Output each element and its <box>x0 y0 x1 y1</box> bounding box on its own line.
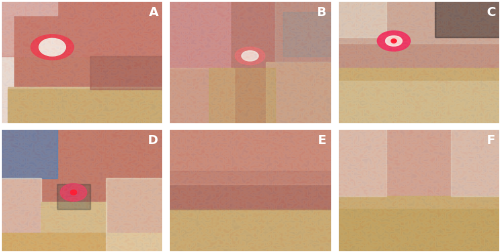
Bar <box>0 0 13 124</box>
Bar <box>282 12 332 56</box>
Bar <box>274 0 332 62</box>
Circle shape <box>70 190 76 195</box>
Bar <box>0 128 57 177</box>
Circle shape <box>392 39 396 43</box>
Bar <box>209 68 274 124</box>
Bar <box>336 0 500 43</box>
Bar <box>336 68 500 124</box>
Ellipse shape <box>39 39 66 56</box>
Bar <box>0 0 164 56</box>
Ellipse shape <box>60 184 86 201</box>
Ellipse shape <box>242 51 258 61</box>
Ellipse shape <box>386 36 402 46</box>
Bar <box>90 56 164 89</box>
Text: C: C <box>486 6 495 19</box>
Bar <box>336 196 500 252</box>
Ellipse shape <box>378 31 410 51</box>
Bar <box>266 62 332 124</box>
Bar <box>106 177 164 252</box>
Bar <box>8 89 164 124</box>
Bar <box>336 128 386 196</box>
Text: B: B <box>318 6 327 19</box>
Bar <box>168 171 332 209</box>
Bar <box>336 209 500 252</box>
Bar <box>336 0 386 37</box>
Bar <box>8 87 164 124</box>
Bar <box>168 68 234 124</box>
Bar <box>168 128 332 184</box>
Ellipse shape <box>236 47 264 65</box>
Bar <box>57 184 90 209</box>
Bar <box>336 81 500 124</box>
Bar <box>41 202 106 252</box>
Bar <box>0 0 57 15</box>
Bar <box>451 128 500 196</box>
Text: E: E <box>318 134 327 147</box>
Text: F: F <box>486 134 495 147</box>
Bar <box>168 0 230 68</box>
Bar <box>0 233 164 252</box>
Text: A: A <box>149 6 158 19</box>
Bar <box>168 209 332 252</box>
Bar <box>434 0 500 37</box>
Text: D: D <box>148 134 158 147</box>
Bar <box>0 177 41 252</box>
Bar <box>168 217 332 252</box>
Ellipse shape <box>31 35 74 59</box>
